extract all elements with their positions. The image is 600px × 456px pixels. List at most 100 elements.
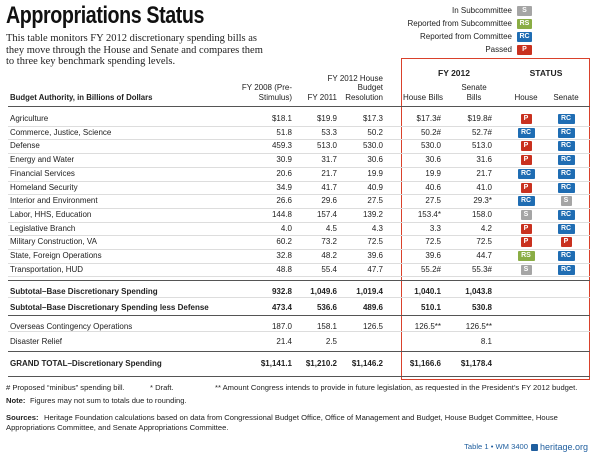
cell: 4.3 [371, 223, 383, 233]
row-rule [8, 125, 590, 127]
cell: 4.0 [280, 223, 292, 233]
summary-label: Disaster Relief [10, 337, 63, 346]
summary-label: Subtotal–Base Discretionary Spending les… [10, 303, 209, 312]
status-badge: RC [517, 196, 535, 207]
legend-label: Passed [485, 45, 512, 54]
cell: 459.3 [271, 141, 292, 151]
cell: 19.9 [367, 168, 383, 178]
summary-cell: 510.1 [420, 303, 441, 312]
status-badge: P [560, 237, 572, 248]
summary-cell: 126.5 [362, 322, 383, 331]
summary-cell: 126.5** [465, 322, 492, 331]
summary-cell: $1,166.6 [409, 359, 441, 368]
row-rule [8, 276, 590, 278]
row-label: Transportation, HUD [10, 264, 84, 274]
cell: 153.4* [417, 209, 441, 219]
cell: 32.8 [276, 251, 292, 260]
row-label: Financial Services [10, 168, 75, 178]
cell: 55.3# [471, 264, 492, 274]
row-rule [8, 153, 590, 155]
cell: 41.7 [321, 182, 337, 192]
cell: 48.8 [276, 264, 292, 274]
status-badge: RC [517, 168, 535, 179]
cell: 530.0 [362, 141, 383, 151]
row-rule [8, 235, 590, 237]
legend-badge: S [517, 6, 532, 16]
row-rule [8, 207, 590, 209]
status-badge: P [520, 223, 532, 234]
status-badge: P [520, 237, 532, 248]
cell: 72.5 [367, 237, 383, 247]
cell: 139.2 [362, 209, 383, 219]
column-header: Senate Bills [461, 83, 487, 102]
section-rule [8, 331, 590, 332]
row-rule [8, 166, 590, 168]
column-header: FY 2012 House Budget Resolution [327, 73, 383, 102]
cell: $17.3 [362, 114, 383, 123]
cell: 21.7 [321, 168, 337, 178]
row-label: Energy and Water [10, 155, 75, 165]
sources-text: Heritage Foundation calculations based o… [6, 413, 558, 432]
summary-cell: $1,178.4 [460, 359, 492, 368]
title: Appropriations Status [6, 2, 205, 29]
sources-label: Sources: [6, 413, 39, 422]
row-label: Commerce, Justice, Science [10, 127, 112, 137]
summary-cell: 1,043.8 [465, 287, 492, 296]
section-rule [8, 351, 590, 352]
summary-cell: 2.5 [325, 337, 337, 346]
status-badge: P [520, 155, 532, 166]
cell: 27.5 [367, 196, 383, 206]
summary-cell: 1,019.4 [356, 287, 383, 296]
cell: $19.8# [467, 114, 492, 123]
cell: 530.0 [420, 141, 441, 151]
intro: This table monitors FY 2012 discretionar… [6, 33, 263, 67]
summary-cell: $1,146.2 [351, 359, 383, 368]
status-badge: RC [557, 251, 575, 261]
status-badge: RS [517, 251, 535, 261]
row-label: State, Foreign Operations [10, 251, 102, 260]
footer-icon [531, 444, 538, 451]
summary-label: GRAND TOTAL–Discretionary Spending [10, 359, 162, 368]
footer-site: heritage.org [540, 442, 589, 452]
row-rule [8, 180, 590, 182]
status-badge: P [520, 182, 532, 193]
cell: $19.9 [316, 114, 337, 123]
status-badge: RC [557, 168, 575, 179]
status-badge: RC [557, 114, 575, 124]
summary-cell: 126.5** [414, 322, 441, 331]
summary-cell: 21.4 [276, 337, 292, 346]
row-rule [8, 262, 590, 264]
cell: 51.8 [276, 127, 292, 137]
cell: 29.3* [473, 196, 492, 206]
header-rule [8, 106, 590, 107]
note-label: Note: [6, 396, 26, 405]
status-badge: RC [557, 155, 575, 166]
status-badge: RC [517, 127, 535, 138]
row-rule [8, 249, 590, 250]
status-badge: RC [557, 223, 575, 234]
summary-cell: 473.4 [271, 303, 292, 312]
row-label: Military Construction, VA [10, 237, 97, 247]
label-header: Budget Authority, in Billions of Dollars [10, 93, 153, 102]
cell: 513.0 [316, 141, 337, 151]
cell: 53.3 [321, 127, 337, 137]
cell: 40.6 [425, 182, 441, 192]
section-rule [8, 280, 590, 281]
cell: 50.2# [420, 127, 441, 137]
status-badge: RC [557, 141, 575, 152]
cell: 158.0 [471, 209, 492, 219]
cell: 513.0 [471, 141, 492, 151]
summary-cell: 489.6 [362, 303, 383, 312]
cell: 50.2 [367, 127, 383, 137]
cell: 73.2 [321, 237, 337, 247]
legend-label: Reported from Committee [419, 32, 512, 41]
highlight-box [401, 58, 590, 380]
row-label: Labor, HHS, Education [10, 209, 92, 219]
legend-badge: RC [517, 32, 532, 42]
cell: 60.2 [276, 237, 292, 247]
row-rule [8, 194, 590, 196]
cell: $17.3# [416, 114, 441, 123]
cell: 47.7 [367, 264, 383, 274]
cell: 144.8 [271, 209, 292, 219]
cell: 27.5 [425, 196, 441, 206]
